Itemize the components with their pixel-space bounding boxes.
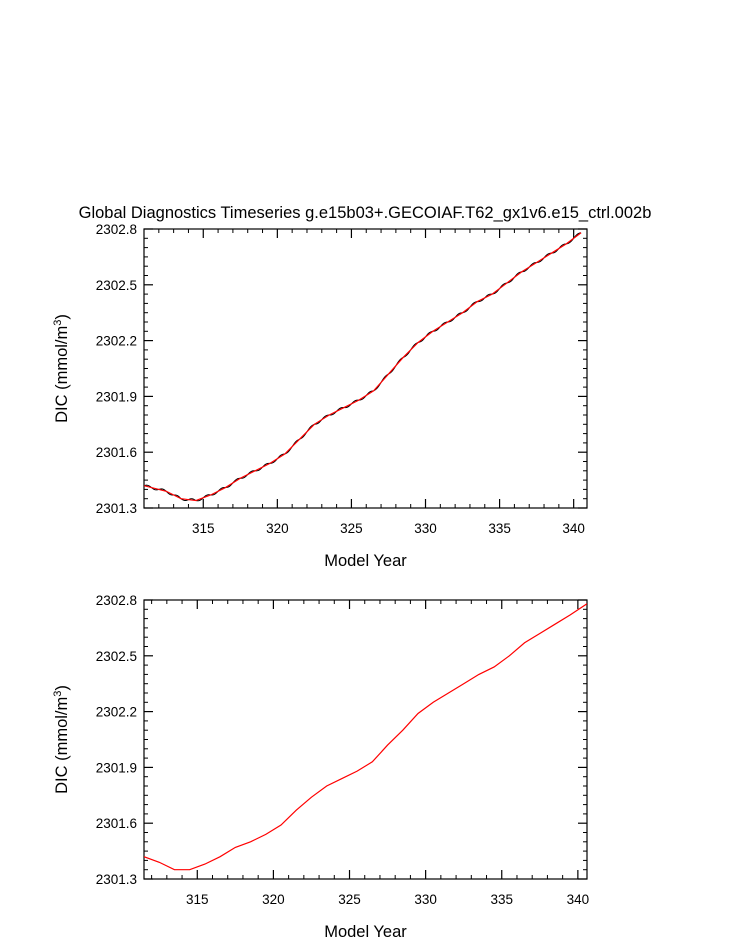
x-tick-label: 335 [488,521,511,536]
x-tick-label: 330 [414,892,437,907]
y-axis-label-end: ) [53,685,71,691]
y-axis-label-superscript: 3 [52,320,64,326]
plot-frame [143,228,588,509]
x-tick-label: 325 [338,892,361,907]
y-tick-label: 2302.2 [96,334,137,349]
series-line-annual [144,232,582,502]
x-tick-label: 340 [567,892,590,907]
y-tick-label: 2301.3 [96,872,137,887]
y-axis-label-main: DIC (mmol/m [53,697,71,794]
y-axis-label: DIC (mmol/m3) [52,685,71,794]
x-tick-label: 315 [186,892,209,907]
panel-top: 315 320 325 330 335 340 2301.3 2301.6 2301.9 2302… [52,222,588,570]
y-tick-label: 2301.6 [96,816,137,831]
y-axis-label-superscript: 3 [52,691,64,697]
x-tick-label: 330 [414,521,437,536]
x-axis-label: Model Year [324,552,407,570]
x-tick-label: 320 [266,521,289,536]
y-tick-label: 2301.3 [96,501,137,516]
y-axis-label-end: ) [53,314,71,320]
series-line-annual [144,603,587,871]
series-line-monthly [144,232,582,502]
x-tick-label: 340 [562,521,585,536]
y-tick-label: 2302.2 [96,705,137,720]
plot-frame [143,599,588,880]
x-tick-label: 315 [192,521,215,536]
y-tick-label: 2302.8 [96,222,137,237]
y-tick-label: 2301.9 [96,389,137,404]
y-tick-label: 2302.5 [96,278,137,293]
y-axis-label: DIC (mmol/m3) [52,314,71,423]
panel-bottom: 315 320 325 330 335 340 2301.3 2301.6 2301.9 2302… [52,593,589,941]
x-tick-label: 320 [262,892,285,907]
x-tick-label: 335 [490,892,513,907]
x-tick-label: 325 [340,521,363,536]
y-tick-label: 2302.8 [96,593,137,608]
y-axis-label-main: DIC (mmol/m [53,326,71,423]
y-tick-label: 2302.5 [96,649,137,664]
y-tick-label: 2301.6 [96,445,137,460]
y-tick-label: 2301.9 [96,760,137,775]
x-axis-label: Model Year [324,923,407,941]
chart-title: Global Diagnostics Timeseries g.e15b03+.… [79,204,652,222]
